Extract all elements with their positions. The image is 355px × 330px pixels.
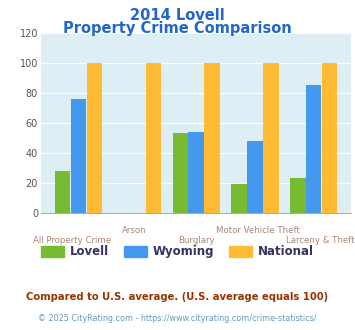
Text: Compared to U.S. average. (U.S. average equals 100): Compared to U.S. average. (U.S. average … — [26, 292, 329, 302]
Text: Motor Vehicle Theft: Motor Vehicle Theft — [216, 226, 300, 235]
Bar — [322, 63, 337, 213]
Bar — [306, 85, 321, 213]
Bar — [290, 179, 306, 213]
Text: Burglary: Burglary — [178, 236, 214, 245]
Text: 2014 Lovell: 2014 Lovell — [130, 8, 225, 23]
Text: © 2025 CityRating.com - https://www.cityrating.com/crime-statistics/: © 2025 CityRating.com - https://www.city… — [38, 314, 317, 323]
Bar — [247, 141, 263, 213]
Bar — [146, 63, 161, 213]
Bar — [263, 63, 279, 213]
Bar — [231, 184, 247, 213]
Text: Property Crime Comparison: Property Crime Comparison — [63, 21, 292, 36]
Text: Arson: Arson — [122, 226, 146, 235]
Bar — [71, 99, 86, 213]
Bar — [55, 171, 70, 213]
Bar — [204, 63, 220, 213]
Legend: Lovell, Wyoming, National: Lovell, Wyoming, National — [36, 241, 319, 263]
Bar — [87, 63, 102, 213]
Bar — [189, 132, 204, 213]
Text: All Property Crime: All Property Crime — [33, 236, 111, 245]
Text: Larceny & Theft: Larceny & Theft — [286, 236, 355, 245]
Bar — [173, 133, 188, 213]
